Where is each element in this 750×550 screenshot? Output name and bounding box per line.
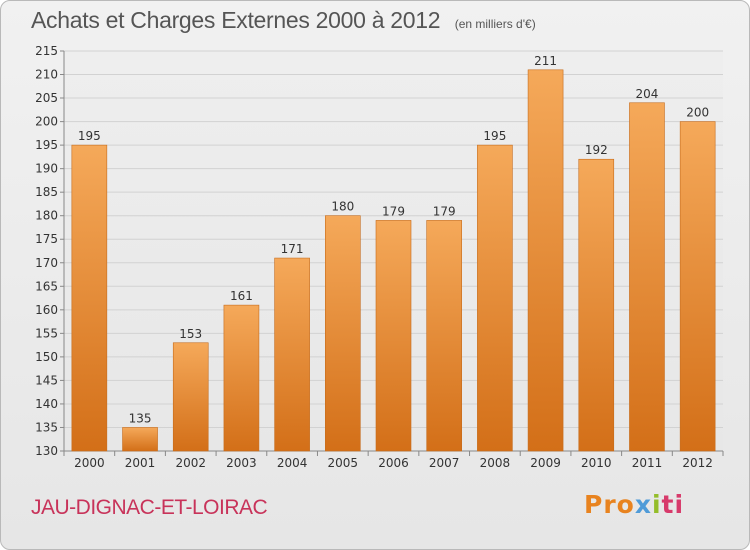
data-label: 135	[129, 411, 152, 425]
x-tick-label: 2011	[632, 456, 663, 470]
data-label: 171	[281, 242, 304, 256]
x-tick-label: 2005	[328, 456, 359, 470]
data-label: 195	[483, 129, 506, 143]
x-tick-label: 2010	[581, 456, 612, 470]
y-tick-label: 150	[35, 350, 58, 364]
y-tick-label: 135	[35, 420, 58, 434]
bar	[71, 144, 108, 452]
x-tick-label: 2007	[429, 456, 460, 470]
y-tick-label: 210	[35, 68, 58, 82]
y-tick-label: 185	[35, 185, 58, 199]
x-tick-label: 2006	[378, 456, 409, 470]
commune-name: JAU-DIGNAC-ET-LOIRAC	[31, 496, 268, 519]
bar	[325, 215, 361, 452]
title-row: Achats et Charges Externes 2000 à 2012 (…	[31, 7, 536, 34]
bar	[223, 304, 260, 452]
logo-part-2: x	[634, 490, 652, 519]
x-tick-label: 2008	[480, 456, 511, 470]
y-tick-label: 155	[35, 326, 58, 340]
y-tick-label: 170	[35, 256, 58, 270]
logo-part-4: ti	[661, 490, 685, 519]
bar	[477, 144, 513, 452]
y-tick-label: 145	[35, 373, 58, 387]
x-tick-label: 2012	[682, 456, 713, 470]
x-tick-label: 2002	[175, 456, 206, 470]
bar	[426, 220, 462, 452]
bar	[527, 69, 564, 452]
logo-part-1: Pro	[584, 490, 635, 519]
x-tick-label: 2000	[74, 456, 105, 470]
y-tick-label: 215	[35, 44, 58, 58]
x-tick-label: 2003	[226, 456, 257, 470]
y-tick-label: 200	[35, 115, 58, 129]
y-tick-label: 160	[35, 303, 58, 317]
bar	[122, 427, 158, 452]
data-label: 179	[382, 204, 405, 218]
bar	[274, 257, 310, 452]
x-tick-label: 2001	[125, 456, 156, 470]
data-label: 179	[433, 204, 456, 218]
data-label: 192	[585, 143, 608, 157]
y-tick-label: 175	[35, 232, 58, 246]
data-label: 195	[78, 129, 101, 143]
data-label: 161	[230, 289, 253, 303]
logo-part-3: i	[651, 490, 662, 519]
bar	[172, 342, 209, 452]
data-label: 153	[179, 327, 202, 341]
bar	[629, 102, 665, 452]
proxiti-logo: Proxiti	[584, 490, 684, 519]
bar	[375, 220, 412, 452]
x-tick-label: 2009	[530, 456, 561, 470]
bar	[578, 158, 615, 452]
chart-title: Achats et Charges Externes 2000 à 2012	[31, 7, 441, 33]
y-tick-label: 165	[35, 279, 58, 293]
data-label: 200	[686, 106, 709, 120]
y-tick-label: 195	[35, 138, 58, 152]
y-tick-label: 205	[35, 91, 58, 105]
y-tick-label: 130	[35, 444, 58, 458]
data-label: 211	[534, 54, 557, 68]
data-label: 204	[636, 87, 659, 101]
data-label: 180	[331, 200, 354, 214]
chart-subtitle: (en milliers d'€)	[454, 17, 536, 31]
y-tick-label: 190	[35, 162, 58, 176]
y-tick-label: 140	[35, 397, 58, 411]
bar	[679, 121, 716, 452]
x-tick-label: 2004	[277, 456, 308, 470]
y-tick-label: 180	[35, 209, 58, 223]
